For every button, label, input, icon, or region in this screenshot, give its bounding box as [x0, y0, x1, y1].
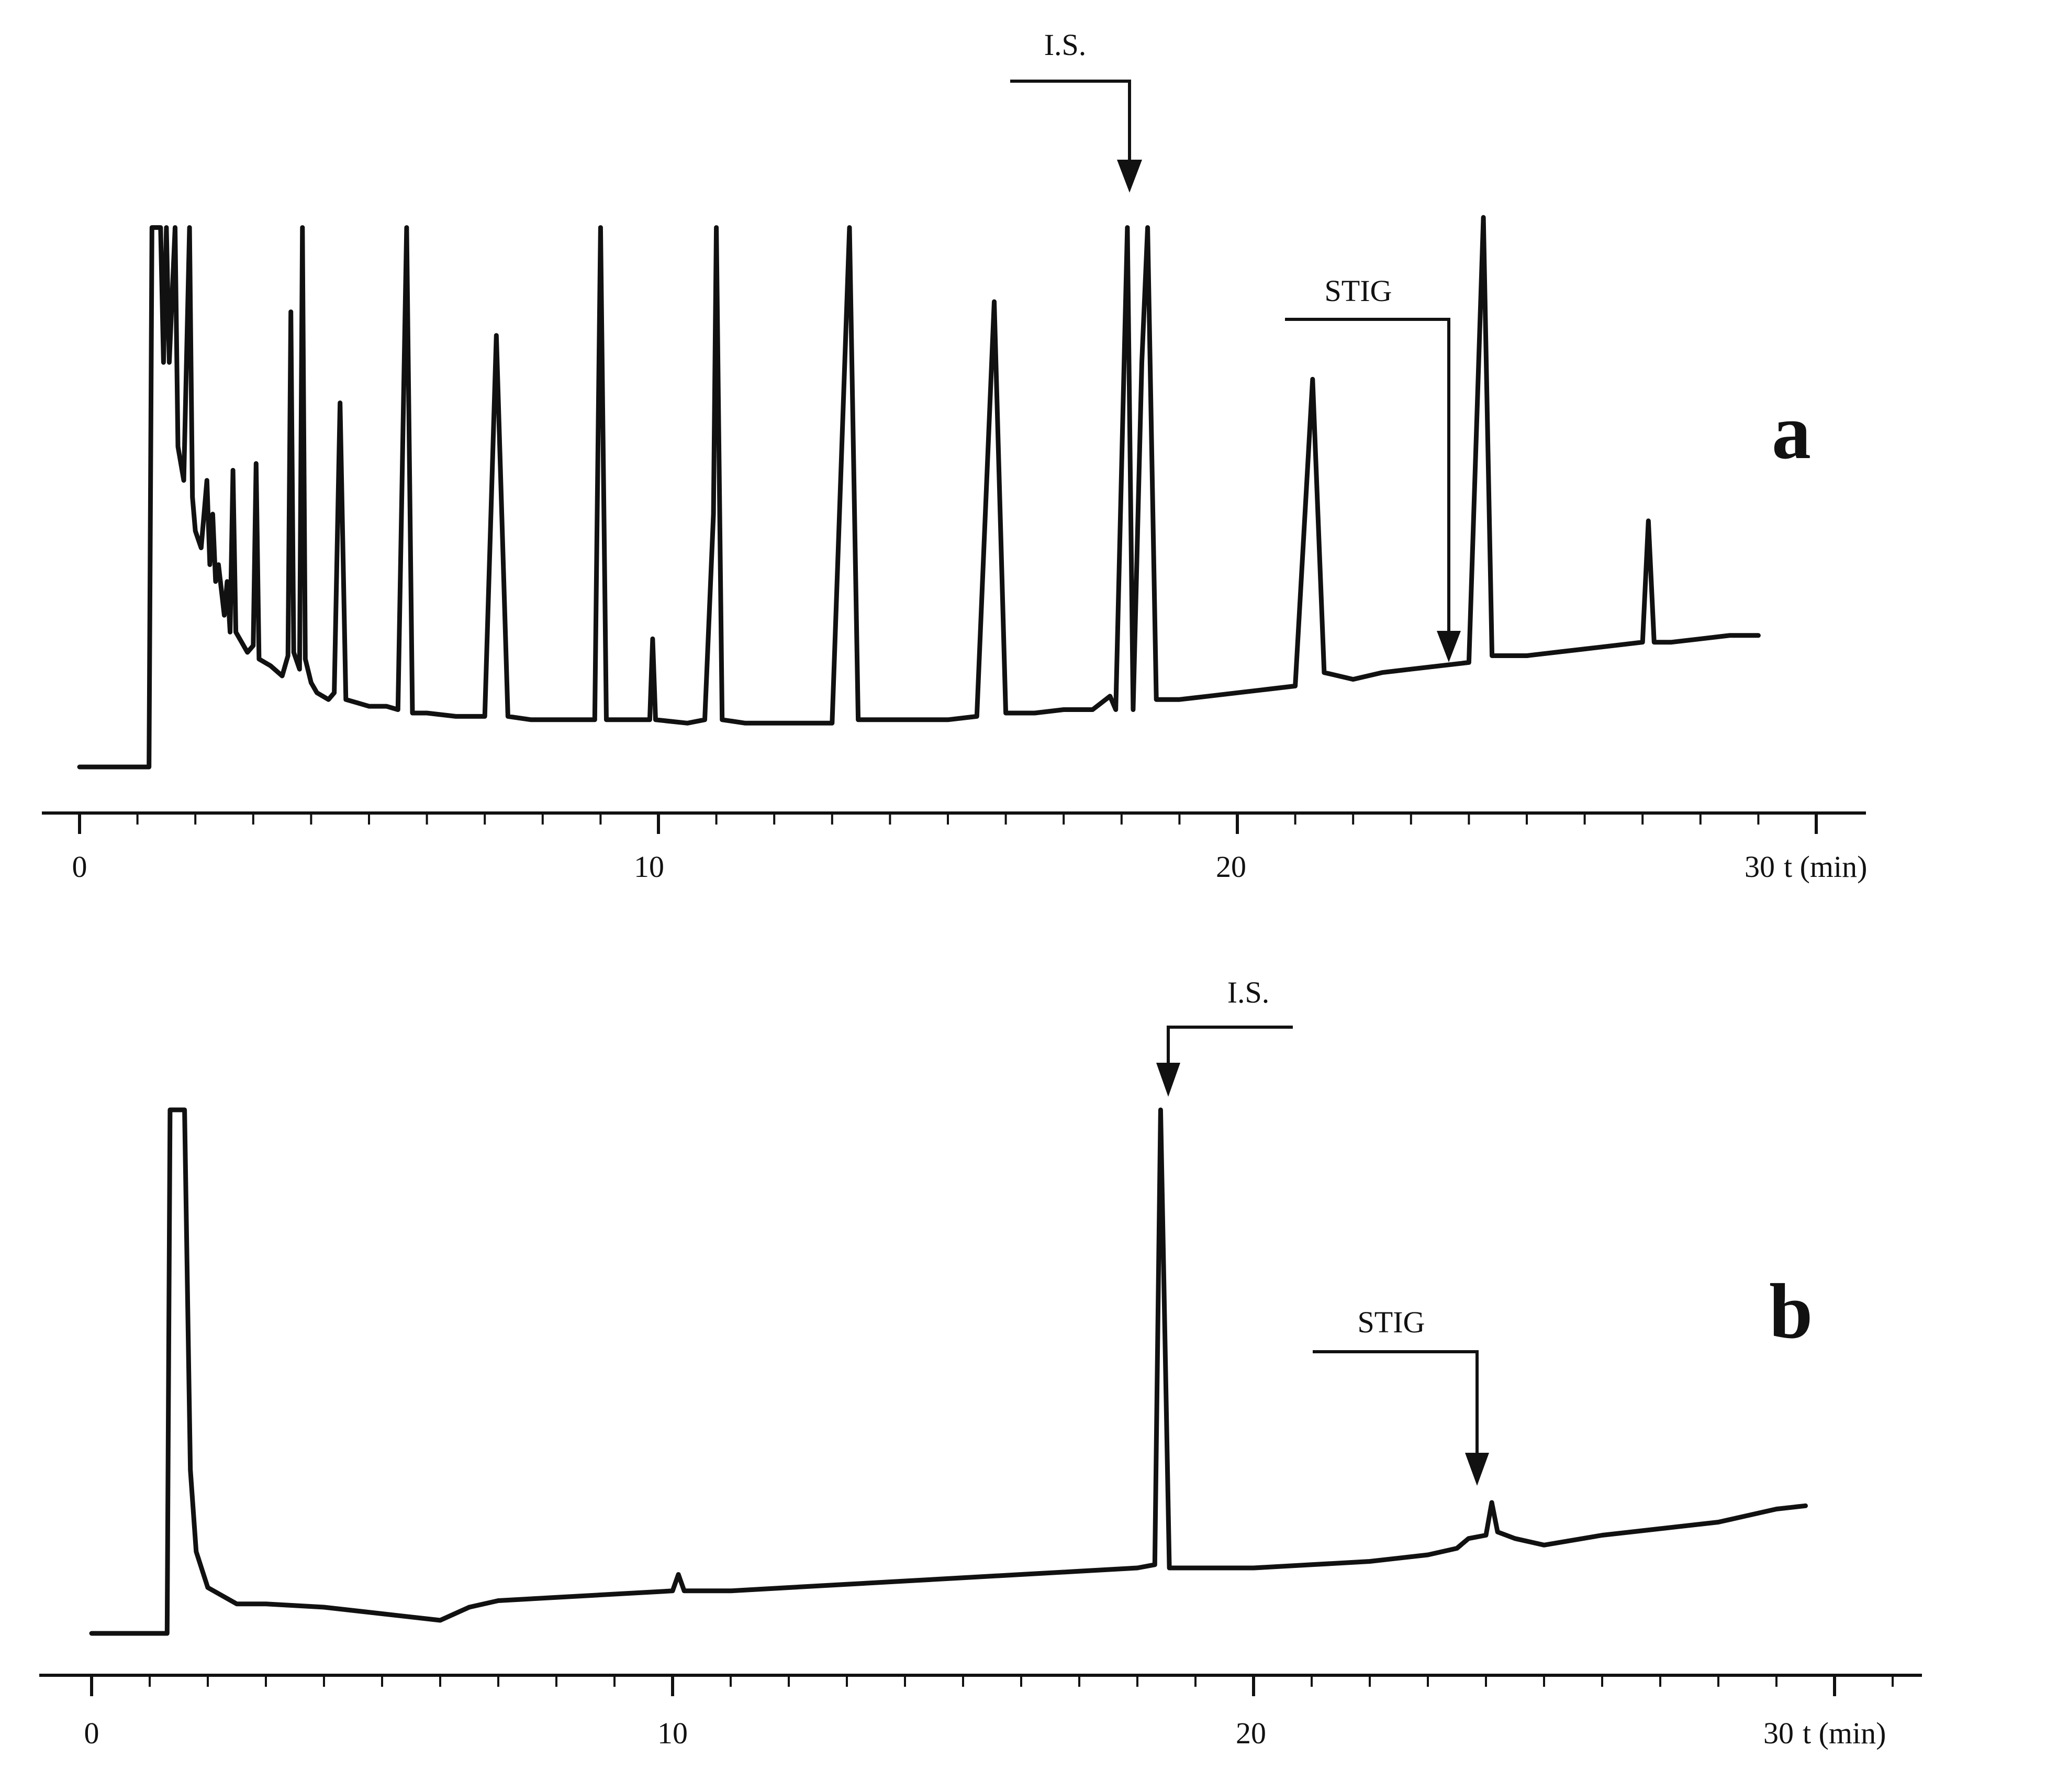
panel-b-tick-label-20: 20: [1236, 1716, 1266, 1750]
panel-b-is-arrowhead: [1156, 1063, 1180, 1097]
panel-b-stig-arrow-line: [1313, 1350, 1479, 1455]
panel-a-tick-label-10: 10: [634, 850, 664, 884]
panel-a-is-arrowhead: [1117, 160, 1142, 193]
panel-a-letter: a: [1772, 388, 1811, 475]
panel-b-stig-arrowhead: [1465, 1453, 1489, 1486]
panel-a-stig-arrow-line: [1285, 318, 1450, 639]
panel-a-tick-label-0: 0: [72, 850, 87, 884]
panel-b-is-label: I.S.: [1227, 975, 1270, 1009]
panel-b-x-axis-unit: t (min): [1803, 1716, 1886, 1750]
panel-b-x-ticks: [90, 1675, 1894, 1696]
panel-a-tick-label-20: 20: [1216, 850, 1246, 884]
panel-b-tick-label-10: 10: [657, 1716, 688, 1750]
panel-b-is-arrow-line: [1167, 1026, 1293, 1068]
panel-a-is-label: I.S.: [1044, 28, 1087, 62]
panel-a-tick-label-30: 30: [1745, 850, 1775, 884]
panel-b-tick-label-0: 0: [84, 1716, 99, 1750]
panel-a-x-axis-unit: t (min): [1784, 850, 1867, 884]
panel-b-chromatogram: 0 10 20 30 t (min) b I.S. STIG: [39, 975, 1922, 1750]
panel-a-is-arrow-line: [1010, 80, 1131, 168]
panel-a-stig-arrowhead: [1437, 631, 1461, 662]
panel-a-chromatogram: 0 10 20 30 t (min) a I.S. STIG: [42, 28, 1867, 884]
panel-b-trace-line: [89, 1107, 1808, 1636]
panel-a-stig-label: STIG: [1325, 274, 1392, 308]
panel-a-trace-line: [77, 215, 1761, 770]
panel-b-stig-label: STIG: [1358, 1305, 1425, 1339]
panel-a-x-ticks: [78, 813, 1818, 834]
panel-b-tick-label-30: 30: [1763, 1716, 1794, 1750]
panel-b-letter: b: [1769, 1268, 1813, 1355]
